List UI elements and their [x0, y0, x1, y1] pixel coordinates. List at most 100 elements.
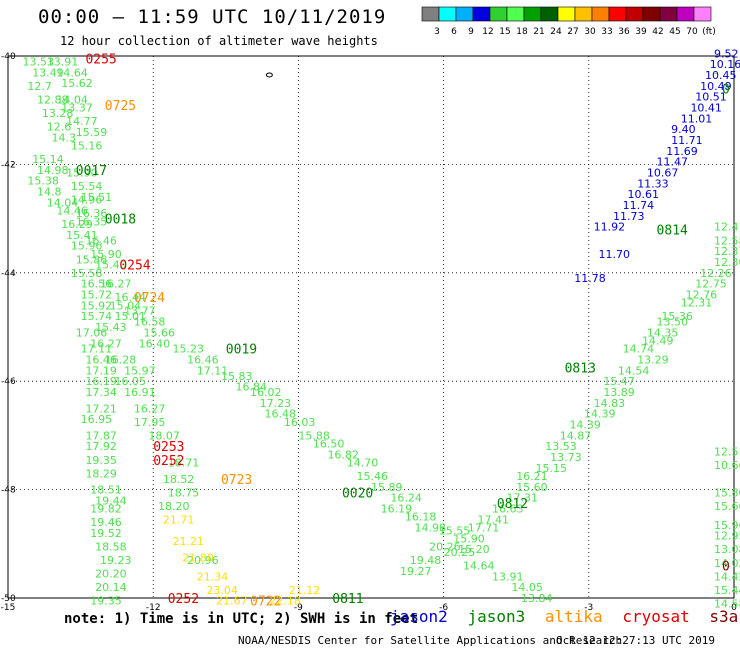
wave-height-value: 15.54 [71, 180, 103, 193]
wave-height-value: 12.7 [27, 80, 52, 93]
wave-height-value: 16.03 [284, 416, 316, 429]
wave-height-value: 17.71 [468, 522, 500, 535]
wave-height-value: 15.43 [95, 321, 127, 334]
wave-height-value: 16.36 [76, 207, 108, 220]
wave-height-value: - [714, 66, 718, 79]
pass-time-label: 0018 [105, 213, 136, 228]
wave-height-value: 16.84 [235, 381, 266, 394]
wave-height-value: 15.23 [173, 343, 205, 356]
wave-height-value: 17.06 [76, 326, 108, 339]
pass-time-label: 0252 [168, 592, 199, 607]
wave-height-value: 14.64 [56, 66, 88, 79]
wave-height-value: 12.88 [37, 93, 69, 106]
map-frame [7, 55, 735, 599]
pass-time-label: 0812 [497, 497, 528, 512]
wave-height-value: 14.8 [37, 186, 62, 199]
wave-height-value: 20.14 [95, 581, 127, 594]
wave-height-value: 13.91 [492, 570, 524, 583]
wave-height-value: 15.72 [81, 288, 113, 301]
wave-height-value: 15.92 [81, 299, 113, 312]
wave-height-value: 15.41 [66, 229, 98, 242]
lon-tick-label: -6 [439, 603, 448, 613]
wave-height-value: 11.69 [666, 145, 698, 158]
wave-height-value: 15.15 [536, 462, 568, 475]
wave-height-value: 16.27 [134, 402, 166, 415]
wave-height-value: 19.48 [410, 554, 442, 567]
wave-height-value: 13.84 [521, 592, 553, 605]
wave-height-value: 14.46 [56, 204, 88, 217]
wave-height-value: 15.40 [95, 259, 127, 272]
wave-height-value: 15.16 [71, 139, 103, 152]
lon-tick-label: -9 [294, 603, 303, 613]
colorbar-label: (ft) [702, 27, 716, 37]
wave-height-value: 16.24 [390, 492, 422, 505]
wave-height-value: 21.34 [197, 570, 229, 583]
wave-height-value: 15.47 [603, 375, 635, 388]
wave-height-value: 20.25 [444, 546, 476, 559]
wave-height-value: 14.98 [37, 164, 69, 177]
wave-height-value: 17.23 [260, 397, 292, 410]
wave-height-value: 11.73 [613, 210, 645, 223]
colorbar-label: 18 [516, 27, 528, 37]
wave-height-value: 15.74 [81, 310, 113, 323]
wave-height-value: 12.37 [714, 245, 740, 258]
wave-height-value: 15.97 [124, 364, 156, 377]
lon-tick-label: 0 [731, 603, 737, 613]
wave-height-value: 14.70 [347, 457, 379, 470]
wave-height-value: 14.02 [714, 557, 740, 570]
wave-height-value: 16.50 [313, 438, 345, 451]
wave-height-value: 17.21 [85, 402, 117, 415]
pass-time-label: 0724 [134, 291, 165, 306]
wave-height-value: 13.91 [47, 55, 79, 68]
wave-height-value: 19.52 [90, 527, 122, 540]
wave-height-value: 18.07 [148, 429, 180, 442]
wave-height-value: 15.60 [714, 500, 740, 513]
legend-jason3: jason3 [467, 607, 526, 626]
wave-height-value: 12.58 [714, 234, 740, 247]
wave-height-value: 21.80 [182, 551, 214, 564]
wave-height-value: 16.21 [516, 470, 548, 483]
wave-height-colorbar: 3 6 9 12 15 18 21 24 27 30 33 36 39 42 45 70 (ft) [421, 6, 716, 37]
wave-height-value: 15.51 [81, 191, 113, 204]
wave-height-value: 10.49 [700, 80, 732, 93]
wave-height-value: 16.46 [85, 234, 117, 247]
wave-height-value: 15.80 [714, 486, 740, 499]
lat-tick-label: -46 [1, 377, 16, 387]
lat-tick-label: -44 [1, 269, 16, 279]
wave-height-value: 21.12 [289, 584, 321, 597]
pass-time-label: 0253 [153, 440, 184, 455]
wave-height-value: 14.39 [584, 408, 616, 421]
lat-tick-label: -42 [1, 160, 16, 170]
wave-height-value: 14.74 [623, 343, 655, 356]
pass-time-label: 0252 [153, 454, 184, 469]
wave-height-value: 18.29 [85, 467, 117, 480]
wave-height-value: 15.88 [298, 429, 330, 442]
wave-height-value: 16.58 [134, 316, 166, 329]
wave-height-value: 18.20 [158, 500, 190, 513]
wave-height-value: 13.77 [124, 305, 156, 318]
wave-height-value: 13.29 [637, 354, 669, 367]
satellite-legend: jason2 jason3 altika cryosat s3a [390, 607, 740, 626]
colorbar-label: 6 [451, 27, 457, 37]
wave-height-value: 12.41 [714, 221, 740, 234]
wave-height-value: 14.96 [71, 194, 103, 207]
wave-height-value: 22.18 [269, 595, 301, 608]
wave-height-value: 21.67 [216, 595, 248, 608]
wave-height-value: 11.33 [637, 177, 669, 190]
pass-time-label: 0813 [565, 362, 596, 377]
wave-height-value: 14.04 [56, 93, 88, 106]
colorbar-label: 39 [635, 27, 647, 37]
wave-height-value: 20.26 [429, 541, 461, 554]
wave-height-value: 15.90 [453, 532, 485, 545]
wave-height-value: 9.40 [671, 123, 696, 136]
wave-height-value: 19.27 [400, 565, 432, 578]
pass-time-label: 0 [722, 83, 730, 98]
wave-height-value: 13.50 [657, 316, 689, 329]
page-subtitle: 12 hour collection of altimeter wave hei… [60, 34, 378, 48]
wave-height-value: 13.53 [545, 440, 577, 453]
pass-time-label: 0254 [119, 259, 150, 274]
wave-height-value: 16.28 [105, 354, 137, 367]
wave-height-value: 18.52 [163, 473, 195, 486]
wave-height-value: 16.35 [76, 215, 108, 228]
